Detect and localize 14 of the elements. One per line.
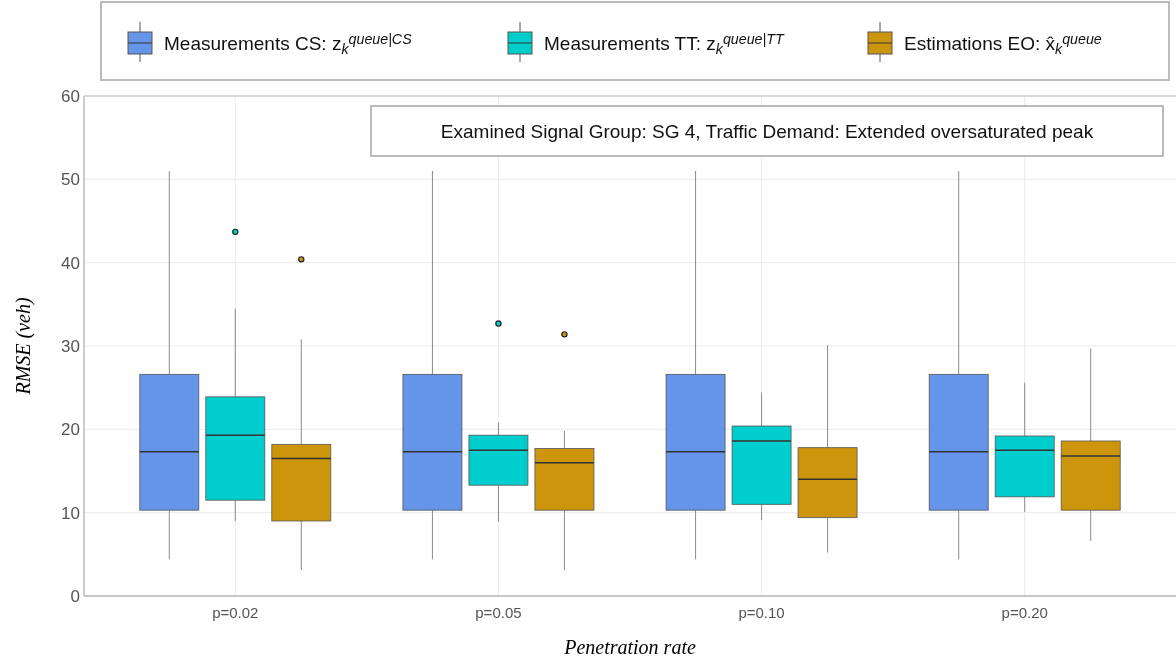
x-tick-label: p=0.20 [1001, 604, 1048, 621]
y-tick-label: 40 [61, 253, 80, 273]
y-tick-label: 20 [61, 420, 80, 440]
x-tick-label: p=0.10 [738, 604, 785, 621]
x-axis-title: Penetration rate [563, 636, 696, 658]
y-tick-label: 0 [70, 586, 80, 606]
y-tick-label: 60 [61, 86, 80, 106]
y-tick-label: 30 [61, 336, 80, 356]
x-tick-label: p=0.05 [475, 604, 522, 621]
y-tick-label: 50 [61, 170, 80, 190]
y-tick-label: 10 [61, 503, 80, 523]
annotation: Examined Signal Group: SG 4, Traffic Demand: Extended oversaturated peak [440, 120, 1094, 142]
y-axis-title: RMSE (veh) [12, 297, 35, 396]
x-tick-label: p=0.02 [212, 604, 259, 621]
